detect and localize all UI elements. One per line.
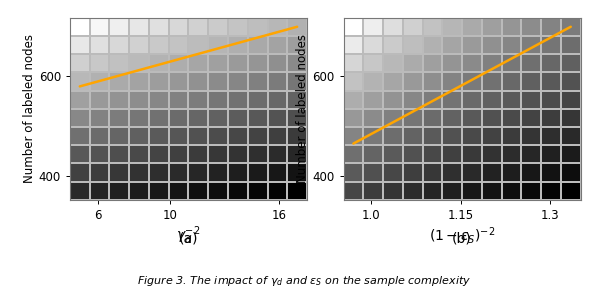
Y-axis label: Number of labeled nodes: Number of labeled nodes (23, 34, 36, 183)
Text: (b): (b) (452, 231, 472, 245)
Text: (a): (a) (179, 231, 198, 245)
Text: Figure 3. The impact of $\gamma_d$ and $\epsilon_S$ on the sample complexity: Figure 3. The impact of $\gamma_d$ and $… (137, 274, 471, 288)
Y-axis label: Number of labeled nodes: Number of labeled nodes (297, 34, 309, 183)
X-axis label: $\gamma_d^{-2}$: $\gamma_d^{-2}$ (176, 225, 201, 247)
X-axis label: $(1-\epsilon_S)^{-2}$: $(1-\epsilon_S)^{-2}$ (429, 225, 495, 246)
